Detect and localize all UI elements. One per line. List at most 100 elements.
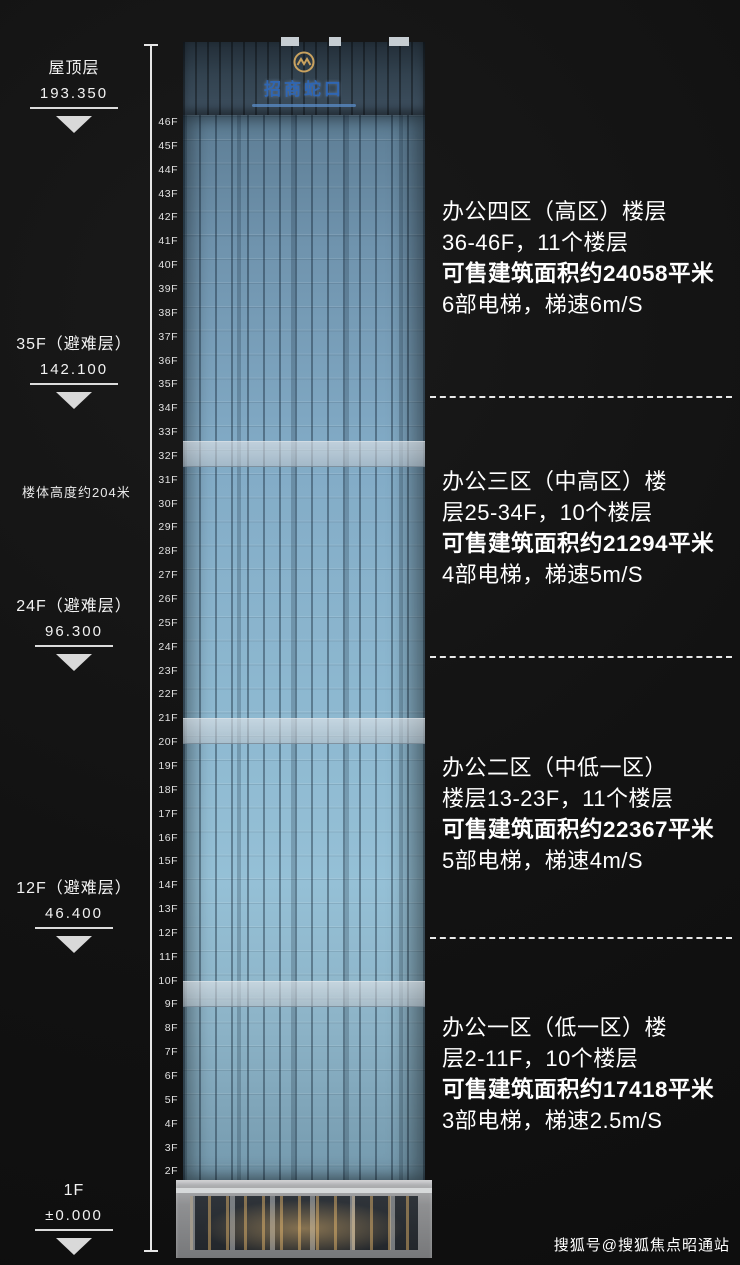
floor-label: 6F (164, 1070, 178, 1082)
elevation-value: 96.300 (35, 620, 113, 647)
zone-area-line: 可售建筑面积约24058平米 (442, 261, 715, 286)
zone-info-mid-high: 办公三区（中高区）楼 层25-34F，10个楼层 可售建筑面积约21294平米 … (442, 466, 736, 590)
floor-label: 15F (158, 855, 178, 868)
floor-label: 36F (158, 354, 178, 367)
floor-label: 21F (158, 712, 178, 725)
floor-label: 38F (158, 306, 178, 319)
zone-elevator-line: 6部电梯，梯速6m/S (442, 292, 644, 317)
podium-canopy (176, 1188, 432, 1193)
rooftop-structure (281, 37, 299, 46)
floor-label: 30F (158, 497, 178, 510)
floor-label: 41F (158, 235, 178, 248)
brand-logo: 招商蛇口 (224, 51, 384, 107)
down-triangle-icon (56, 654, 92, 671)
floor-label: 12F (158, 926, 178, 939)
elevation-value: 142.100 (29, 358, 119, 385)
floor-label: 45F (158, 139, 178, 152)
floor-label: 5F (164, 1093, 178, 1106)
rooftop-structure (389, 37, 409, 46)
floor-label: 43F (158, 187, 178, 200)
zone-floors-line: 楼层13-23F，11个楼层 (442, 786, 674, 811)
floor-label: 32F (158, 449, 178, 462)
floor-label: 14F (158, 879, 178, 892)
floor-labels: 46F 45F 44F 43F 42F 41F 40F 39F 38F 37F 36F 35F 34F 3… (152, 0, 180, 1265)
zone-title-line: 办公二区（中低一区） (442, 755, 668, 780)
floor-label: 31F (158, 473, 178, 486)
floor-label: 46F (158, 116, 178, 128)
elevation-label: 1F (63, 1182, 85, 1199)
zone-floors-line: 层2-11F，10个楼层 (442, 1046, 639, 1071)
zone-divider-dashed-line (430, 396, 732, 398)
floor-label: 35F (158, 378, 178, 391)
down-triangle-icon (56, 392, 92, 409)
zone-title-line: 办公一区（低一区）楼 (442, 1015, 668, 1040)
elevation-label: 35F（避难层） (16, 336, 132, 353)
refuge-floor-band-35f (183, 441, 425, 467)
floor-label: 20F (158, 736, 178, 749)
elevation-label: 12F（避难层） (16, 880, 132, 897)
tower-crown: 招商蛇口 (183, 37, 425, 115)
floor-label: 34F (158, 402, 178, 415)
floor-label: 37F (158, 330, 178, 343)
brand-logo-subtext (252, 104, 356, 107)
refuge-floor-band-12f (183, 981, 425, 1007)
elevation-marker-roof: 屋顶层 193.350 (6, 54, 142, 133)
floor-label: 27F (158, 569, 178, 582)
zone-area-line: 可售建筑面积约21294平米 (442, 531, 715, 556)
floor-label: 29F (158, 521, 178, 534)
elevation-marker-24f: 24F（避难层） 96.300 (6, 592, 142, 671)
elevation-value: 193.350 (29, 82, 119, 109)
zone-title-line: 办公四区（高区）楼层 (442, 199, 668, 224)
zone-divider-dashed-line (430, 937, 732, 939)
floor-label: 16F (158, 831, 178, 844)
elevation-label: 屋顶层 (48, 60, 100, 77)
floor-label: 44F (158, 163, 178, 176)
floor-label: 7F (164, 1046, 178, 1059)
floor-label: 11F (159, 950, 178, 963)
floor-label: 17F (158, 807, 178, 820)
floor-label: 19F (158, 759, 178, 772)
floor-label: 8F (164, 1022, 178, 1035)
floor-label: 9F (164, 998, 178, 1011)
building-height-note: 楼体高度约204米 (22, 485, 131, 500)
zone-elevator-line: 3部电梯，梯速2.5m/S (442, 1108, 663, 1133)
rooftop-structure (329, 37, 341, 46)
curtain-wall (183, 115, 425, 1180)
watermark: 搜狐号@搜狐焦点昭通站 (553, 1237, 730, 1254)
podium-lobby-glass (190, 1196, 418, 1250)
floor-label: 4F (164, 1117, 178, 1130)
floor-label: 22F (158, 688, 178, 701)
floor-label: 13F (158, 903, 178, 916)
down-triangle-icon (56, 936, 92, 953)
zone-elevator-line: 4部电梯，梯速5m/S (442, 562, 644, 587)
zone-floors-line: 层25-34F，10个楼层 (442, 500, 653, 525)
zone-floors-line: 36-46F，11个楼层 (442, 230, 629, 255)
floor-label: 26F (158, 593, 178, 605)
elevation-marker-35f: 35F（避难层） 142.100 (6, 330, 142, 409)
refuge-floor-band-24f (183, 718, 425, 744)
floor-label: 42F (158, 211, 178, 224)
elevation-value: 46.400 (35, 902, 113, 929)
floor-label: 24F (158, 640, 178, 653)
zone-elevator-line: 5部电梯，梯速4m/S (442, 848, 644, 873)
zone-area-line: 可售建筑面积约22367平米 (442, 817, 715, 842)
zone-info-low: 办公一区（低一区）楼 层2-11F，10个楼层 可售建筑面积约17418平米 3… (442, 1012, 736, 1136)
floor-label: 33F (158, 426, 178, 439)
floor-label: 39F (158, 282, 178, 295)
dimension-line (144, 44, 158, 1252)
tower-illustration: 招商蛇口 (176, 37, 432, 1258)
zone-title-line: 办公三区（中高区）楼 (442, 469, 668, 494)
brand-logo-text: 招商蛇口 (264, 80, 344, 99)
elevation-value: ±0.000 (35, 1204, 113, 1231)
floor-label: 2F (164, 1165, 178, 1178)
floor-label: 23F (158, 664, 178, 677)
floor-label: 18F (158, 783, 178, 796)
elevation-marker-12f: 12F（避难层） 46.400 (6, 874, 142, 953)
floor-label: 3F (164, 1141, 178, 1154)
podium (176, 1180, 432, 1258)
floor-label: 10F (158, 974, 178, 987)
zone-divider-dashed-line (430, 656, 732, 658)
floor-label: 28F (158, 545, 178, 558)
down-triangle-icon (56, 1238, 92, 1255)
